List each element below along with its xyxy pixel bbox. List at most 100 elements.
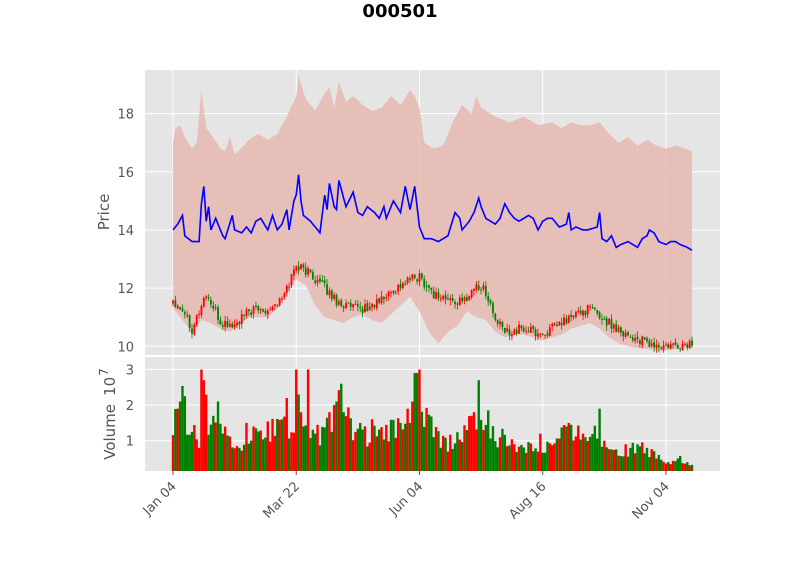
candle-body	[214, 307, 217, 309]
candle-body	[285, 285, 288, 293]
volume-bar	[418, 369, 421, 471]
candle-body	[596, 310, 599, 314]
candle-body	[544, 334, 546, 336]
candle-body	[603, 318, 606, 320]
volume-bar	[178, 401, 182, 471]
volume-bar	[532, 451, 535, 471]
candle-body	[650, 343, 653, 346]
volume-bar	[574, 436, 578, 471]
candle-body	[210, 299, 212, 305]
candle-body	[622, 331, 625, 337]
volume-bar	[619, 456, 623, 471]
candle-body	[520, 325, 523, 329]
candle-body	[176, 305, 179, 309]
volume-bar	[332, 405, 336, 471]
candle-body	[541, 334, 544, 336]
candle-body	[529, 326, 532, 333]
volume-bar	[354, 431, 357, 471]
candle-body	[624, 332, 627, 337]
candle-body	[276, 305, 279, 307]
volume-bar	[607, 449, 611, 471]
volume-bar	[558, 438, 561, 471]
candle-body	[551, 324, 554, 327]
candle-body	[593, 307, 596, 310]
candle-body	[463, 297, 466, 301]
volume-bar	[515, 451, 518, 471]
candle-body	[212, 305, 215, 309]
volume-bar	[636, 444, 639, 471]
candle-body	[518, 324, 520, 334]
candle-body	[300, 264, 302, 270]
volume-bar	[207, 434, 210, 471]
chart-title: 000501	[362, 1, 437, 22]
volume-bar	[643, 453, 646, 471]
volume-bar	[482, 430, 485, 471]
volume-bar	[596, 438, 599, 471]
candle-body	[428, 285, 430, 288]
volume-bar	[190, 431, 194, 471]
candle-body	[525, 330, 528, 332]
volume-bar	[560, 427, 563, 471]
volume-bar	[209, 424, 213, 471]
candle-body	[385, 297, 388, 299]
volume-bar	[494, 441, 497, 471]
price-band	[173, 75, 692, 351]
candle-body	[522, 327, 525, 332]
volume-bar	[610, 449, 613, 471]
candle-body	[482, 285, 485, 290]
volume-bar	[413, 373, 416, 471]
volume-bar	[278, 419, 281, 471]
volume-bar	[484, 424, 488, 471]
volume-bar	[273, 435, 277, 471]
candle-body	[319, 278, 321, 282]
volume-bar	[600, 446, 604, 471]
x-tick-label: Aug 16	[506, 479, 549, 522]
candle-body	[252, 306, 255, 314]
candle-body	[390, 292, 392, 294]
volume-bar	[335, 401, 338, 471]
volume-bar	[176, 408, 179, 471]
candle-body	[295, 266, 298, 271]
volume-bar	[524, 452, 528, 471]
candle-body	[539, 333, 542, 335]
volume-bar	[186, 434, 189, 471]
volume-bar	[671, 460, 675, 471]
volume-bar	[487, 410, 490, 471]
volume-bar	[472, 412, 476, 471]
volume-bar	[529, 443, 533, 471]
volume-bar	[425, 407, 428, 471]
candle-body	[454, 301, 456, 305]
candle-body	[266, 310, 269, 315]
volume-bar	[496, 447, 499, 471]
candle-body	[579, 310, 582, 315]
volume-bar	[302, 426, 305, 471]
candle-body	[492, 303, 494, 314]
candle-body	[281, 298, 283, 300]
volume-bar	[264, 437, 267, 471]
candle-body	[501, 321, 504, 328]
volume-bar	[223, 426, 227, 471]
price-axis-label: Price	[95, 194, 113, 231]
candle-body	[383, 296, 385, 300]
candle-body	[404, 283, 407, 285]
volume-bar	[221, 433, 224, 471]
x-tick-label: Jun 04	[386, 479, 426, 519]
volume-bar	[309, 438, 312, 471]
volume-tick-label: 3	[126, 363, 134, 378]
candle-body	[560, 322, 563, 325]
volume-bar	[505, 446, 509, 471]
candle-body	[449, 298, 452, 301]
volume-bar	[498, 437, 502, 471]
volume-axis-label-text: Volume	[101, 404, 119, 460]
volume-bar	[271, 418, 274, 471]
candle-body	[283, 293, 286, 298]
candle-body	[451, 297, 454, 301]
volume-bar	[290, 432, 293, 471]
candle-body	[174, 300, 177, 308]
candle-body	[458, 297, 461, 306]
candle-body	[271, 306, 274, 311]
candle-body	[553, 323, 556, 325]
candle-body	[333, 294, 336, 299]
volume-bar	[648, 457, 651, 471]
